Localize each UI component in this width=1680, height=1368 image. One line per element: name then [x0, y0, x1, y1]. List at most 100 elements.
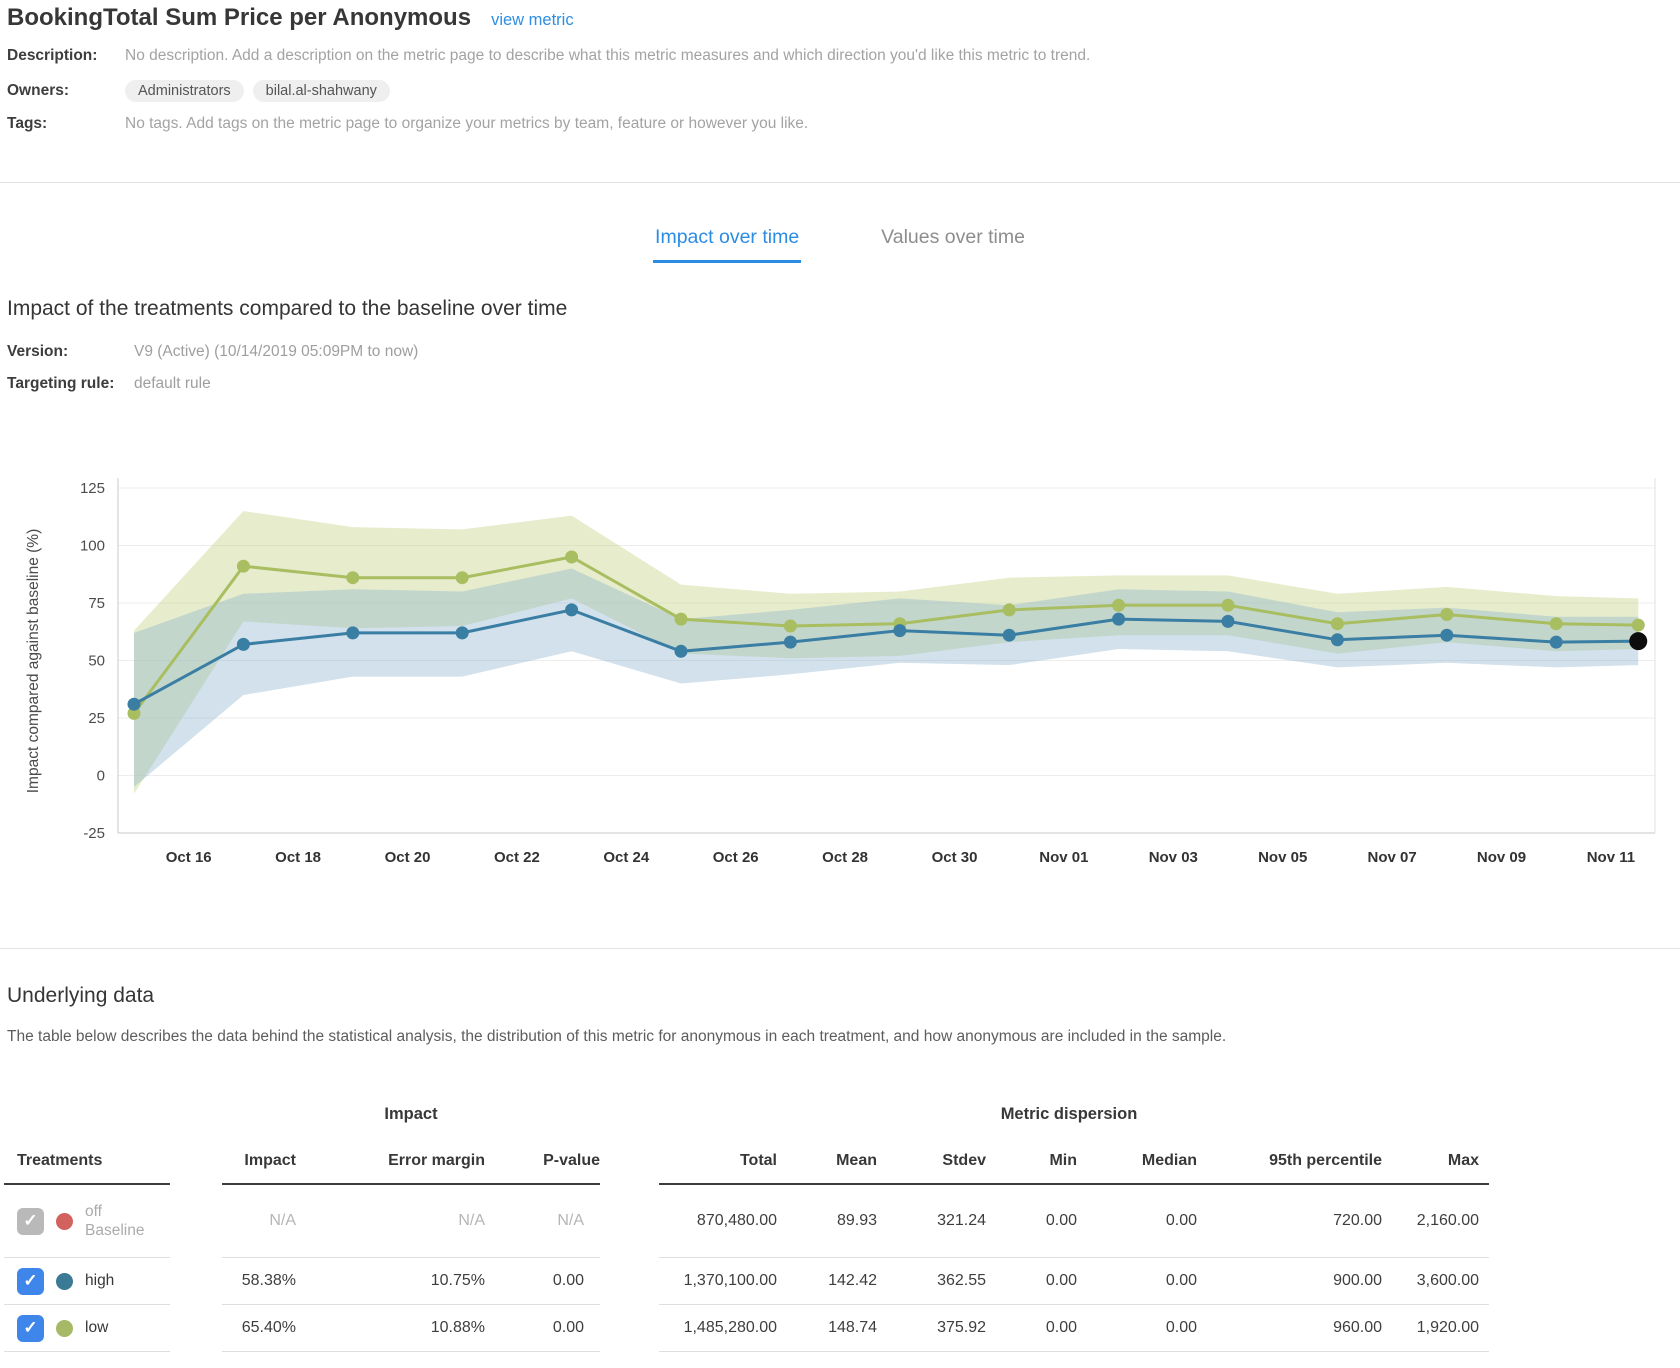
dispersion-value-cell: 0.00	[1165, 1272, 1197, 1289]
impact-cells: 65.40% 10.88% 0.00	[222, 1305, 600, 1352]
tab-values-over-time[interactable]: Values over time	[881, 226, 1025, 248]
low-data-point[interactable]	[783, 619, 797, 633]
current-impact-dot[interactable]	[1629, 632, 1648, 651]
x-axis-tick-label: Nov 03	[1149, 849, 1198, 866]
low-data-point[interactable]	[455, 571, 469, 585]
section-divider	[0, 948, 1680, 949]
dispersion-value-cell: 1,370,100.00	[683, 1272, 777, 1289]
low-visibility-checkbox[interactable]: ✓	[17, 1314, 44, 1342]
high-data-point[interactable]	[1112, 612, 1126, 626]
dispersion-cells: 1,485,280.00 148.74 375.92 0.00 0.00 960.00 1,…	[659, 1305, 1489, 1352]
column-header-p-value: P-value	[543, 1152, 600, 1169]
targeting-rule-value: default rule	[134, 375, 211, 392]
high-data-point[interactable]	[455, 626, 469, 640]
dispersion-value-cell: 0.00	[1165, 1212, 1197, 1229]
x-axis-tick-label: Nov 09	[1477, 849, 1526, 866]
dispersion-value-cell: 960.00	[1333, 1319, 1382, 1336]
version-block: Version: V9 (Active) (10/14/2019 05:09PM…	[7, 343, 418, 407]
dispersion-value-cell: 0.00	[1165, 1319, 1197, 1336]
high-data-point[interactable]	[1002, 628, 1016, 642]
high-data-point[interactable]	[783, 635, 797, 649]
dispersion-value-cell: 0.00	[1045, 1319, 1077, 1336]
version-label: Version:	[7, 343, 69, 360]
low-color-dot-icon	[56, 1319, 73, 1337]
high-visibility-checkbox[interactable]: ✓	[17, 1267, 44, 1295]
column-header-95th-percentile: 95th percentile	[1269, 1152, 1382, 1169]
low-data-point[interactable]	[1221, 598, 1235, 612]
targeting-rule-label: Targeting rule:	[7, 375, 115, 392]
tags-value: No tags. Add tags on the metric page to …	[125, 115, 809, 132]
impact-value-cell: N/A	[458, 1212, 485, 1229]
treatment-sub-text: Baseline	[85, 1222, 145, 1239]
low-data-point[interactable]	[674, 612, 688, 626]
high-data-point[interactable]	[346, 626, 360, 640]
view-tabs: Impact over time Values over time	[0, 226, 1680, 263]
column-header-max: Max	[1447, 1152, 1479, 1169]
low-confidence-band	[134, 511, 1639, 794]
low-data-point[interactable]	[565, 550, 579, 564]
high-data-point[interactable]	[1440, 628, 1454, 642]
impact-value-cell: 0.00	[552, 1272, 584, 1289]
low-data-point[interactable]	[1549, 617, 1563, 631]
view-metric-link[interactable]: view metric	[491, 11, 574, 29]
y-axis-tick-label: 125	[80, 480, 105, 497]
x-axis-tick-label: Oct 16	[166, 849, 212, 866]
owners-row: Owners: Administrators bilal.al-shahwany	[7, 80, 1660, 102]
dispersion-value-cell: 148.74	[828, 1319, 877, 1336]
high-data-point[interactable]	[893, 624, 907, 638]
column-header-stdev: Stdev	[942, 1152, 986, 1169]
treatment-cell-off: ✓ off Baseline	[4, 1185, 170, 1258]
underlying-data-heading: Underlying data	[7, 984, 155, 1007]
dispersion-value-cell: 1,920.00	[1416, 1319, 1479, 1336]
x-axis-tick-label: Oct 24	[603, 849, 650, 866]
high-color-dot-icon	[56, 1272, 73, 1290]
owners-badges: Administrators bilal.al-shahwany	[125, 80, 390, 102]
header-divider	[0, 182, 1680, 183]
low-data-point[interactable]	[1631, 618, 1645, 632]
high-data-point[interactable]	[236, 637, 250, 651]
treatment-name: high	[85, 1271, 114, 1290]
low-data-point[interactable]	[1112, 598, 1126, 612]
x-axis-tick-label: Oct 20	[385, 849, 431, 866]
version-row: Version: V9 (Active) (10/14/2019 05:09PM…	[7, 343, 418, 361]
low-data-point[interactable]	[1002, 603, 1016, 617]
impact-value-cell: 0.00	[552, 1319, 584, 1336]
tags-row: Tags: No tags. Add tags on the metric pa…	[7, 114, 1660, 134]
treatment-cell-high: ✓ high	[4, 1258, 170, 1305]
low-data-point[interactable]	[1440, 608, 1454, 621]
y-axis-tick-label: 25	[88, 710, 105, 727]
x-axis-tick-label: Nov 11	[1587, 849, 1635, 866]
impact-cells: 58.38% 10.75% 0.00	[222, 1258, 600, 1305]
column-header-median: Median	[1141, 1152, 1197, 1169]
tab-impact-over-time[interactable]: Impact over time	[653, 226, 802, 263]
off-visibility-checkbox[interactable]: ✓	[17, 1207, 44, 1235]
targeting-rule-row: Targeting rule: default rule	[7, 375, 418, 393]
treatment-name-text: low	[85, 1319, 109, 1337]
x-axis-tick-label: Nov 05	[1258, 849, 1307, 866]
column-header-total: Total	[739, 1152, 777, 1169]
low-data-point[interactable]	[346, 571, 360, 585]
high-data-point[interactable]	[565, 603, 579, 617]
treatment-name: off Baseline	[85, 1202, 144, 1241]
low-data-point[interactable]	[127, 706, 141, 720]
high-data-point[interactable]	[1330, 633, 1344, 647]
high-data-point[interactable]	[674, 644, 688, 658]
low-data-point[interactable]	[1330, 617, 1344, 631]
high-data-point[interactable]	[1221, 614, 1235, 628]
treatment-row-off: ✓ off Baseline N/A N/A N/A 870,480.00 89.93 321.…	[0, 1185, 1495, 1258]
tags-label: Tags:	[7, 115, 48, 132]
description-label: Description:	[7, 47, 98, 64]
dispersion-group-header: Metric dispersion	[1000, 1105, 1138, 1123]
high-data-point[interactable]	[127, 697, 141, 711]
low-data-point[interactable]	[236, 559, 250, 573]
y-axis-tick-label: 0	[97, 768, 105, 785]
treatment-row-high: ✓ high 58.38% 10.75% 0.00 1,370,100.00 142.42 3…	[0, 1258, 1495, 1305]
impact-chart-svg: Oct 16 Oct 18 Oct 20 Oct 22 Oct 24 Oct 26 Oct …	[25, 478, 1656, 866]
column-header-impact: Impact	[244, 1152, 296, 1169]
treatments-column-header: Treatments	[17, 1152, 103, 1169]
dispersion-value-cell: 375.92	[937, 1319, 986, 1336]
underlying-data-table: Impact Metric dispersion Treatments Impa…	[0, 1096, 1495, 1352]
high-data-point[interactable]	[1549, 635, 1563, 649]
dispersion-value-cell: 720.00	[1333, 1212, 1382, 1229]
version-value: V9 (Active) (10/14/2019 05:09PM to now)	[134, 343, 419, 360]
